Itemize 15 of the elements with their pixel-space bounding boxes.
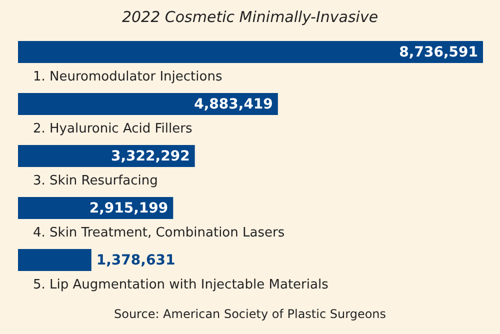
y-tick-label: 2. Hyaluronic Acid Fillers <box>33 121 192 136</box>
y-tick-label: 5. Lip Augmentation with Injectable Materials <box>33 277 329 292</box>
data-label: 2,915,199 <box>89 200 168 217</box>
data-label: 3,322,292 <box>111 148 190 165</box>
data-label: 1,378,631 <box>96 252 176 269</box>
y-tick-label: 4. Skin Treatment, Combination Lasers <box>33 225 285 240</box>
bar <box>18 249 92 271</box>
bar <box>18 41 483 63</box>
y-tick-label: 3. Skin Resurfacing <box>33 173 158 188</box>
data-label: 8,736,591 <box>399 44 478 61</box>
annotation: Source: American Society of Plastic Surgeons <box>114 307 386 322</box>
chart-title: 2022 Cosmetic Minimally-Invasive <box>122 8 378 26</box>
y-tick-label: 1. Neuromodulator Injections <box>33 69 222 84</box>
data-label: 4,883,419 <box>194 96 273 113</box>
bar <box>18 93 278 115</box>
